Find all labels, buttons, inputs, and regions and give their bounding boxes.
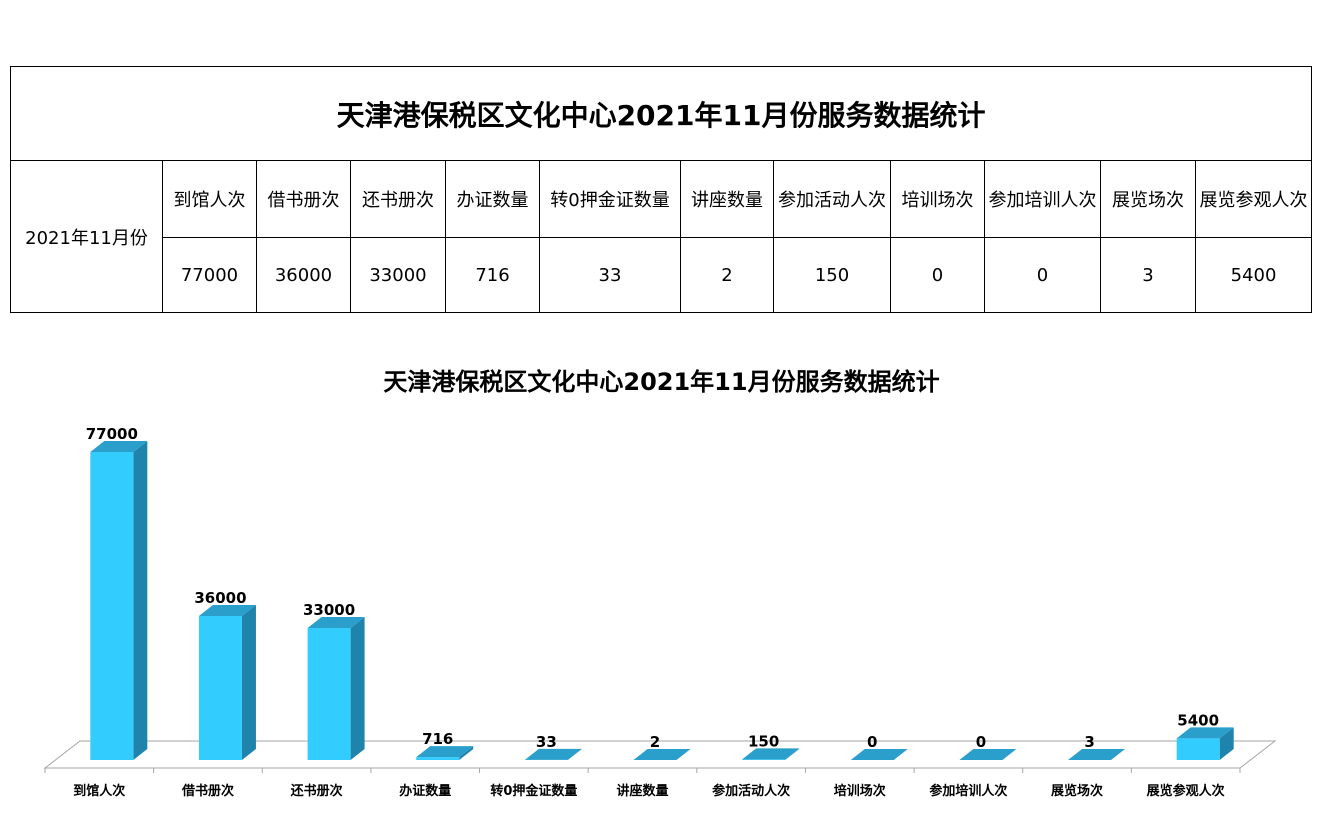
- bar: [1068, 748, 1126, 760]
- bar-top: [633, 748, 691, 760]
- bar-chart: 77000 到馆人次 36000 借书册次 33000 还书册次 716 办证数量 33 转0押金…: [43, 425, 1277, 799]
- data-label: 33000: [303, 601, 355, 619]
- table-value-cell: 150: [773, 237, 891, 313]
- data-label: 77000: [86, 425, 138, 443]
- bar-side: [133, 441, 148, 760]
- bar-front: [307, 628, 351, 760]
- table-header-cell: 展览参观人次: [1194, 160, 1313, 238]
- table-value-cell: 5400: [1194, 237, 1313, 313]
- bar-side: [1111, 748, 1126, 760]
- bar-top: [416, 746, 474, 758]
- data-label: 36000: [194, 589, 246, 607]
- bar-side: [459, 746, 474, 760]
- data-label: 2: [650, 733, 660, 751]
- table-header-cell: 到馆人次: [162, 160, 257, 238]
- table-value-cell: 716: [445, 237, 540, 313]
- chart-title: 天津港保税区文化中心2021年11月份服务数据统计: [383, 368, 940, 396]
- table-value-row: 77000 36000 33000 716 33 2 150 0 0 3 540…: [11, 237, 1313, 313]
- data-label: 3: [1084, 733, 1094, 751]
- bar-top: [1176, 727, 1234, 739]
- bar-side: [241, 605, 256, 760]
- stats-table: 天津港保税区文化中心2021年11月份服务数据统计 2021年11月份 到馆人次…: [9, 66, 1313, 313]
- bar-top: [90, 441, 148, 452]
- bar: [959, 749, 1017, 760]
- bar-side: [567, 748, 582, 760]
- bar: [1176, 727, 1234, 760]
- category-label: 到馆人次: [73, 783, 125, 799]
- category-label: 转0押金证数量: [490, 783, 577, 799]
- category-label: 展览场次: [1051, 783, 1103, 799]
- bar-side: [350, 617, 365, 760]
- bar: [198, 605, 256, 760]
- bar-front: [198, 616, 242, 760]
- row-label-month: 2021年11月份: [10, 160, 163, 313]
- bar: [850, 749, 908, 760]
- bar: [524, 748, 582, 760]
- data-label: 33: [536, 733, 557, 751]
- data-label: 716: [422, 730, 453, 748]
- category-label: 办证数量: [399, 783, 451, 799]
- bar-side: [785, 748, 800, 760]
- bar-side: [676, 748, 691, 760]
- bar: [633, 748, 691, 760]
- table-value-cell: 77000: [162, 237, 257, 313]
- table-header-cell: 办证数量: [445, 160, 540, 238]
- bar-top: [524, 748, 582, 760]
- bar-top: [198, 605, 256, 616]
- bar-top: [1068, 748, 1126, 760]
- bar-top: [959, 749, 1017, 760]
- data-label: 0: [976, 733, 986, 751]
- table-value-cell: 3: [1100, 237, 1196, 313]
- table-value-cell: 0: [984, 237, 1101, 313]
- table-header-row: 2021年11月份 到馆人次 借书册次 还书册次 办证数量 转0押金证数量 讲座…: [10, 160, 1313, 313]
- bar-top: [307, 617, 365, 628]
- bar-front: [1176, 738, 1220, 760]
- table-header-cell: 参加培训人次: [984, 160, 1101, 238]
- bar-top: [850, 749, 908, 760]
- table-value-cell: 33000: [350, 237, 446, 313]
- table-header-cell: 还书册次: [350, 160, 446, 238]
- table-header-cell: 转0押金证数量: [539, 160, 681, 238]
- bar: [416, 746, 474, 760]
- bar-front: [90, 452, 134, 760]
- data-label: 0: [867, 733, 877, 751]
- bar-side: [1219, 727, 1234, 760]
- bar-top: [742, 748, 800, 760]
- bar-front: [416, 757, 460, 760]
- table-value-cell: 36000: [256, 237, 351, 313]
- bar: [742, 748, 800, 760]
- table-title: 天津港保税区文化中心2021年11月份服务数据统计: [9, 66, 1313, 161]
- category-label: 培训场次: [834, 783, 886, 799]
- table-header-cell: 借书册次: [256, 160, 351, 238]
- table-header-cell: 培训场次: [890, 160, 985, 238]
- table-value-cell: 33: [539, 237, 681, 313]
- category-label: 借书册次: [181, 783, 234, 799]
- table-title-row: 天津港保税区文化中心2021年11月份服务数据统计: [9, 66, 1313, 161]
- bar-front: [742, 759, 786, 760]
- category-label: 讲座数量: [616, 783, 668, 799]
- data-label: 5400: [1177, 711, 1219, 729]
- table-value-cell: 2: [680, 237, 774, 313]
- table-value-cell: 0: [890, 237, 985, 313]
- data-label: 150: [748, 732, 779, 750]
- category-label: 参加活动人次: [712, 783, 790, 799]
- table-header-cell: 参加活动人次: [773, 160, 891, 238]
- bar: [90, 441, 148, 760]
- category-label: 展览参观人次: [1147, 783, 1225, 799]
- table-header-cell: 展览场次: [1100, 160, 1196, 238]
- category-label: 参加培训人次: [929, 783, 1007, 799]
- category-label: 还书册次: [290, 783, 343, 799]
- bar: [307, 617, 365, 760]
- table-header-cell: 讲座数量: [680, 160, 774, 238]
